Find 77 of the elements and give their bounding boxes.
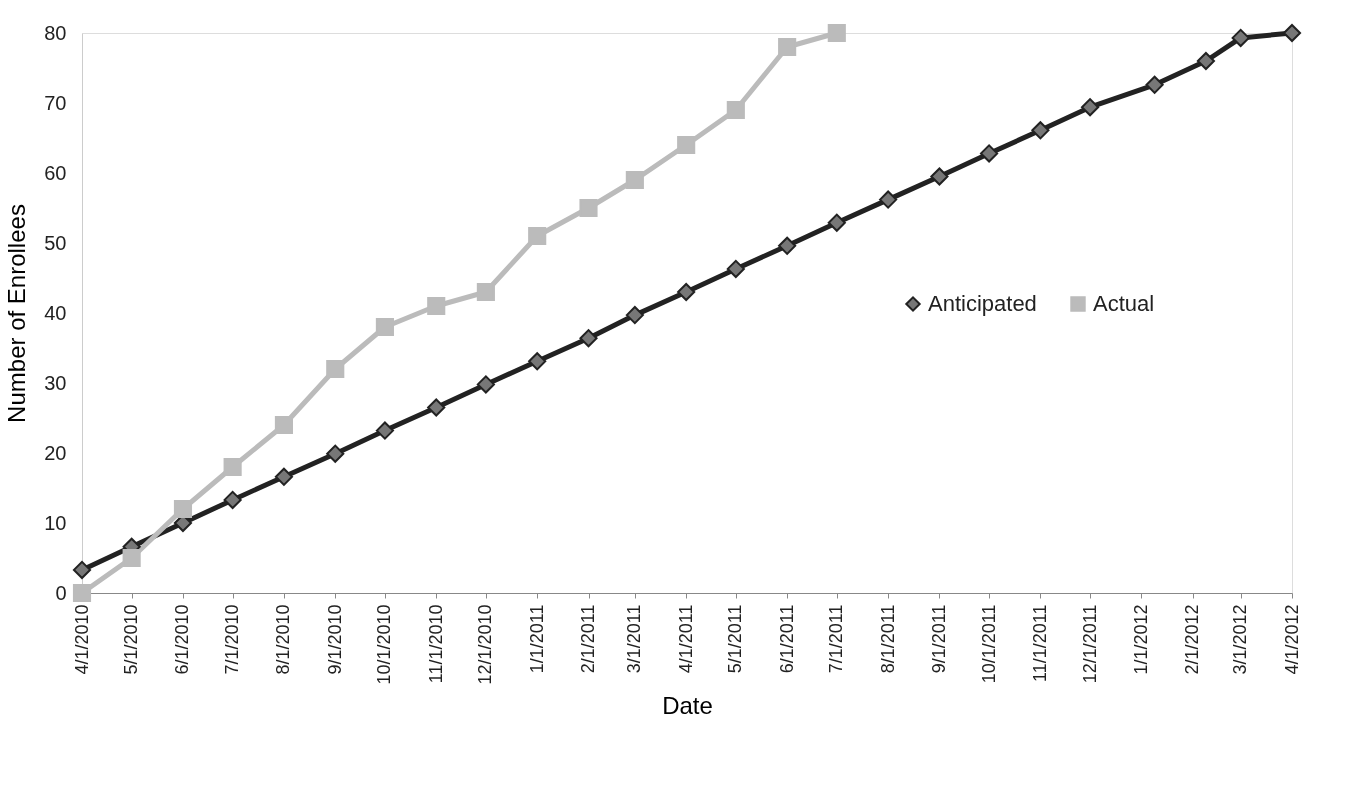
x-tick-label: 11/1/2010 (425, 604, 446, 684)
point (427, 296, 446, 316)
x-tick-label: 12/1/2011 (1079, 604, 1100, 684)
point (1081, 98, 1100, 117)
point (625, 170, 644, 190)
point (677, 135, 696, 155)
point (980, 144, 999, 163)
x-tick-label: 8/1/2010 (273, 604, 294, 675)
point (427, 398, 446, 417)
point (1231, 28, 1250, 47)
point (827, 23, 846, 43)
point (827, 213, 846, 232)
y-tick-label: 30 (44, 371, 67, 394)
point (625, 306, 644, 325)
y-tick-label: 60 (44, 161, 67, 184)
x-tick-label: 7/1/2011 (826, 604, 847, 674)
x-tick-label: 7/1/2010 (222, 604, 243, 675)
point (326, 444, 345, 463)
point (1031, 121, 1050, 140)
x-tick-label: 10/1/2010 (374, 604, 395, 685)
point (274, 415, 294, 435)
point (528, 226, 547, 246)
y-tick-label: 40 (44, 301, 67, 324)
point (122, 548, 141, 568)
legend-label: Actual (1093, 291, 1155, 316)
x-tick-label: 3/1/2011 (624, 604, 645, 674)
x-tick-label: 9/1/2011 (928, 604, 949, 674)
point (726, 100, 745, 120)
point (677, 282, 696, 302)
point (528, 352, 547, 371)
x-tick-label: 5/1/2011 (725, 604, 746, 674)
point (223, 490, 242, 509)
y-tick-label: 70 (44, 91, 67, 114)
x-tick-label: 12/1/2010 (475, 604, 496, 685)
point (778, 37, 797, 57)
point (223, 457, 242, 477)
point (726, 259, 745, 278)
point (1282, 23, 1302, 43)
point (375, 317, 394, 337)
point (778, 236, 797, 255)
point (1145, 75, 1164, 94)
legend-label: Anticipated (928, 291, 1037, 316)
x-tick-label: 10/1/2011 (978, 604, 999, 684)
y-axis-title: Number of Enrollees (3, 204, 31, 423)
x-axis-title: Date (662, 691, 713, 719)
x-tick-label: 4/1/2011 (675, 604, 696, 674)
point (326, 359, 345, 379)
x-tick-label: 2/1/2012 (1182, 604, 1203, 675)
point (930, 167, 949, 186)
x-tick-label: 8/1/2011 (877, 604, 898, 674)
point (579, 198, 598, 218)
x-tick-label: 5/1/2010 (121, 604, 142, 675)
point (72, 560, 92, 579)
point (72, 583, 92, 603)
point (579, 329, 598, 348)
x-tick-label: 6/1/2011 (776, 604, 797, 674)
x-tick-label: 11/1/2011 (1029, 604, 1050, 682)
x-tick-label: 4/1/2012 (1281, 604, 1302, 675)
y-tick-label: 80 (44, 21, 67, 44)
x-tick-label: 9/1/2010 (324, 604, 345, 675)
point (173, 499, 193, 519)
point (1196, 51, 1215, 71)
point (274, 467, 293, 486)
y-tick-label: 20 (44, 441, 67, 464)
x-tick-label: 1/1/2011 (526, 604, 547, 674)
y-tick-label: 0 (55, 581, 67, 604)
x-tick-label: 1/1/2012 (1130, 604, 1151, 675)
x-tick-label: 6/1/2010 (172, 604, 193, 675)
y-tick-label: 10 (44, 511, 67, 534)
point (476, 282, 495, 302)
x-tick-label: 4/1/2010 (71, 604, 92, 675)
point (879, 190, 898, 209)
point (476, 375, 495, 394)
point (375, 421, 394, 440)
y-tick-label: 50 (44, 231, 67, 254)
x-tick-label: 2/1/2011 (578, 604, 599, 674)
x-tick-label: 3/1/2012 (1230, 604, 1251, 675)
